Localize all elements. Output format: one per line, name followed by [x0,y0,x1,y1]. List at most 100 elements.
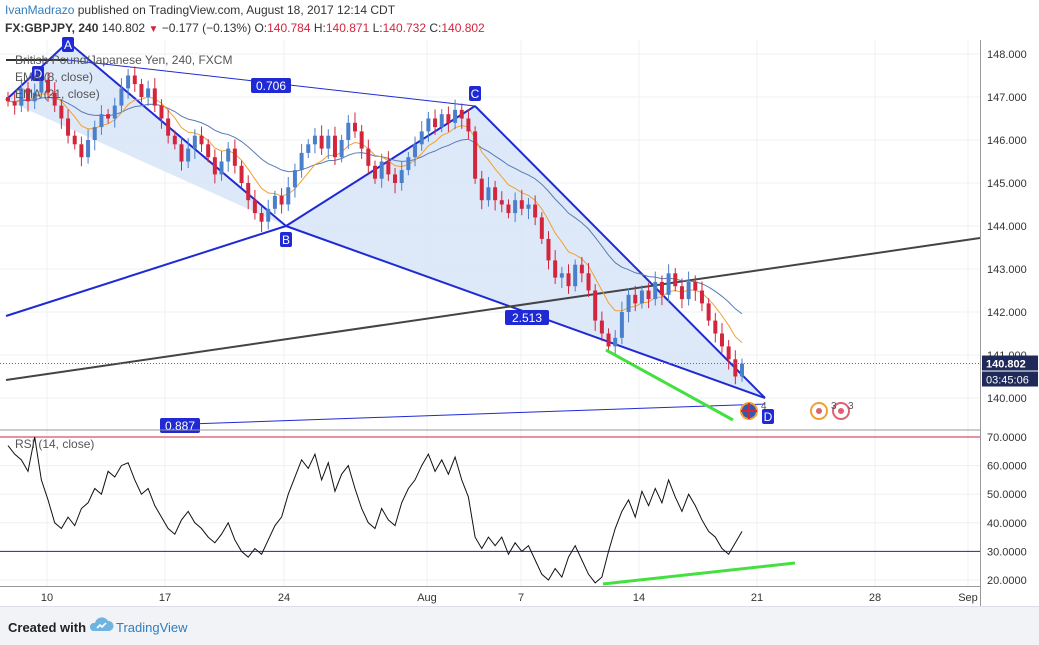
time-tick-label: 17 [159,592,171,604]
point-d-label: D [762,409,774,424]
candle-body [579,264,584,274]
ratio-xd-label: 0.887 [160,418,200,433]
point-a-label-text: A [64,38,72,52]
candle-body [352,122,357,132]
candle-body [466,118,471,132]
candle-body [573,264,578,287]
tradingview-brand-link[interactable]: TradingView [116,620,188,635]
trend-line[interactable] [5,237,981,381]
symbol-name[interactable]: FX:GBPJPY, 240 [5,21,99,35]
rsi-tick-label: 50.0000 [987,489,1027,501]
created-with-label: Created with [8,620,87,635]
price-tick-label: 145.000 [987,178,1027,190]
candle-body [326,135,331,149]
candle-body [46,79,51,93]
candle-body [99,114,104,128]
candle-body [566,273,571,287]
bcd-triangle [286,106,765,398]
point-a-label-box [62,37,74,52]
event-markers[interactable]: 4 3 3 [740,401,854,420]
candle-body [259,213,264,222]
rsi-tick-label: 70.0000 [987,432,1027,444]
price-axis[interactable]: 148.000 147.000 146.000 145.000 144.000 143.0… [980,40,1039,606]
candle-body [733,359,738,377]
ohlc-h-label: H: [313,21,326,35]
candle-body [219,161,224,175]
candle-body [693,281,698,291]
candle-body [599,320,604,334]
ratio-ab-label: 0.706 [251,78,291,93]
candle-body [139,84,144,97]
candle-body [593,290,598,321]
time-tick-label: 24 [278,592,290,604]
candle-body [346,122,351,140]
pattern-leg [159,403,766,426]
candle-body [239,165,244,183]
candle-body [653,281,658,300]
candle-body [686,281,691,300]
legend-ema21[interactable]: EMA (21, close) [15,87,100,101]
ratio-bd-label-text: 2.513 [512,311,542,325]
candle-body [439,114,444,128]
point-c-label: C [469,86,481,101]
candle-body [59,105,64,119]
candle-body [606,333,611,347]
candle-body [12,101,17,106]
candle-body [486,187,491,201]
point-d-label-text: D [764,410,773,424]
candle-body [212,157,217,175]
point-x-label-box [32,66,44,81]
candle-body [266,208,271,222]
ohlc-o-label: O: [254,21,268,35]
candle-body [719,333,724,347]
harmonic-pattern[interactable] [5,41,766,426]
candle-body [673,273,678,287]
candle-body [152,88,157,106]
rsi-divergence-line[interactable] [602,561,796,586]
candle-body [146,88,151,97]
price-chart[interactable]: A D B C D 0.706 2.513 0.887 4 3 3 [0,0,1039,606]
legend-title: British Pound/Japanese Yen, 240, FXCM [15,53,233,67]
candle-body [119,88,124,106]
candle-body [706,303,711,321]
candle-body [459,109,464,119]
candle-body [446,114,451,123]
candle-body [586,273,591,291]
point-b-label-text: B [282,233,290,247]
ohlc-c-label: C: [429,21,442,35]
rsi-tick-label: 60.0000 [987,461,1027,473]
candle-body [633,294,638,304]
time-tick-label: 21 [751,592,763,604]
countdown-label: 03:45:06 [986,375,1029,387]
candle-body [453,109,458,123]
candle-body [292,170,297,188]
rsi-line [7,436,743,584]
ratio-xd-label-text: 0.887 [165,419,195,433]
ratio-ab-label-box [251,78,291,93]
candle-body [332,135,337,158]
author-link[interactable]: IvanMadrazo [5,3,75,17]
event-count: 3 [831,401,837,412]
candle-body [519,200,524,209]
ohlc-o-value: 140.784 [267,21,311,35]
rsi-tick-label: 30.0000 [987,546,1027,558]
price-divergence-line[interactable] [605,348,734,422]
legend-rsi[interactable]: RSI (14, close) [15,437,95,451]
time-axis-labels: 10 17 24 Aug 7 14 21 28 Sep [41,592,978,604]
rsi-grid [0,465,980,581]
candles [6,66,744,385]
legend-ema8[interactable]: EMA (8, close) [15,70,94,84]
point-d-label-box [762,409,774,424]
point-b-label: B [280,232,292,247]
candle-body [366,148,371,166]
candle-body [79,144,84,158]
candle-body [726,346,731,360]
price-tick-label: 143.000 [987,264,1027,276]
candle-body [740,363,744,377]
candle-body [666,273,671,295]
time-tick-label: Sep [958,592,978,604]
time-tick-label: 28 [869,592,881,604]
time-axis[interactable]: 10 17 24 Aug 7 14 21 28 Sep [0,586,980,607]
price-tick-label: 140.000 [987,393,1027,405]
tradingview-cloud-icon[interactable] [88,616,114,634]
